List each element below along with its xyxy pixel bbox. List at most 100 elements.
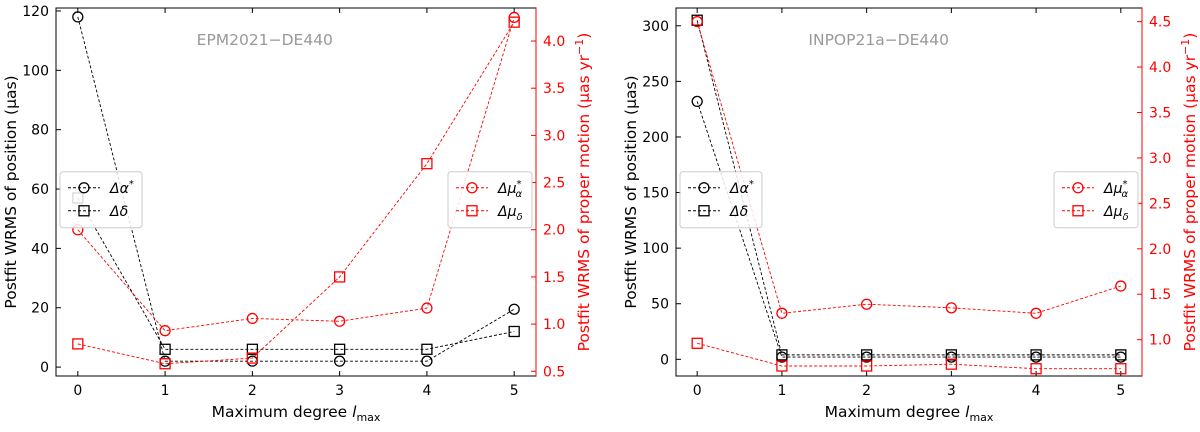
y-right-tick-label: 2.0 [1149,242,1171,258]
y-right-tick-label: 4.0 [1149,60,1171,76]
x-tick-label: 0 [693,383,702,399]
legend-marker [698,182,710,194]
y-right-tick-label: 3.5 [1149,105,1171,121]
series-line-2 [696,20,1121,356]
series-line-1 [696,101,1121,358]
data-point [860,298,873,310]
y-left-tick-label: 20 [31,301,49,317]
x-axis-label: Maximum degree lmax [212,403,381,424]
x-tick-label: 2 [248,383,257,399]
legend-box [1053,171,1139,229]
data-point [246,312,259,325]
x-tick-label: 3 [335,383,344,399]
legend-marker [1072,182,1084,194]
data-point [508,16,520,28]
data-point [1030,307,1042,319]
data-point [691,95,703,108]
data-point [246,352,259,364]
series-line-3 [696,21,1121,314]
data-point [860,360,873,372]
y-left-tick-label: 200 [642,130,669,146]
y-right-tick-label: 2.5 [1149,196,1171,212]
x-tick-label: 5 [510,383,519,399]
y-right-tick-label: 3.5 [543,81,565,97]
data-point [1115,363,1127,375]
legend-right: Δμ* α Δμδ [447,171,533,229]
data-point [691,15,703,28]
data-point [945,349,958,361]
legend-label: Δμ* α [1103,179,1128,200]
y-right-axis-label: Postfit WRMS of proper motion (μas yr−1) [1179,33,1199,352]
y-left-tick-label: 80 [31,123,49,139]
legend-label: Δμ* α [497,179,522,200]
chart-panel-2: 0 1 2 3 4 50501001502002503001.01.52.02.53.03… [622,7,1199,424]
legend-marker [466,182,478,194]
data-point [159,358,171,370]
data-point [1030,349,1042,361]
legend-label: Δμδ [1103,204,1129,223]
series-line-4 [697,342,1121,370]
series-line-2 [77,197,515,350]
y-left-tick-label: 100 [22,63,49,79]
y-right-axis-label: Postfit WRMS of proper motion (μas yr−1) [573,33,593,352]
legend-label: Δα* [109,179,134,197]
y-left-tick-label: 50 [651,297,669,313]
legend-marker [78,182,90,194]
y-right-tick-label: 1.5 [1149,287,1171,303]
legend-box [59,171,143,229]
legend-marker [1072,205,1084,217]
y-right-tick-label: 1.5 [543,270,565,286]
y-right-tick-label: 3.0 [543,128,565,144]
series-line-3 [77,17,515,332]
data-point [159,343,171,355]
data-point [1115,351,1127,363]
data-point [1030,363,1042,375]
data-point [508,325,520,338]
legend-marker [78,205,90,217]
legend-box [679,171,763,229]
x-axis-label: Maximum degree lmax [825,403,994,424]
data-point [421,343,433,355]
legend-marker [698,205,710,217]
data-point [1115,349,1127,361]
data-point [246,343,259,355]
y-left-tick-label: 250 [642,74,669,90]
data-point [776,307,788,319]
legend-left: Δα* Δδ [679,171,763,229]
y-right-tick-label: 3.0 [1149,151,1171,167]
data-point [159,325,171,337]
data-point [421,158,433,170]
x-tick-label: 1 [161,383,170,399]
x-tick-label: 5 [1116,383,1125,399]
series-line-1 [77,16,515,362]
panel-annotation: INPOP21a−DE440 [808,31,949,49]
y-left-axis-label: Postfit WRMS of position (μas) [2,75,20,308]
legend-label: Δμδ [497,204,523,223]
data-point [333,355,346,367]
x-tick-label: 3 [947,383,956,399]
x-tick-label: 2 [862,383,871,399]
data-point [72,11,84,23]
y-right-tick-label: 4.0 [543,34,565,50]
y-left-tick-label: 40 [31,241,49,257]
y-left-tick-label: 120 [22,4,49,20]
data-point [776,349,788,361]
data-point [421,302,433,314]
y-right-tick-label: 1.0 [1149,333,1171,349]
legend-label: Δδ [109,204,128,220]
x-tick-label: 1 [777,383,786,399]
data-point [691,337,703,349]
data-point [333,315,346,327]
legend-marker [466,205,478,217]
y-left-tick-label: 100 [642,241,669,257]
y-right-tick-label: 1.0 [543,317,565,333]
series-line-4 [77,21,515,365]
data-point [1115,280,1127,292]
y-right-tick-label: 2.5 [543,176,565,192]
y-left-tick-label: 0 [40,360,49,376]
data-point [945,302,958,314]
data-point [421,355,433,367]
x-tick-label: 0 [73,383,82,399]
x-tick-label: 4 [1032,383,1041,399]
